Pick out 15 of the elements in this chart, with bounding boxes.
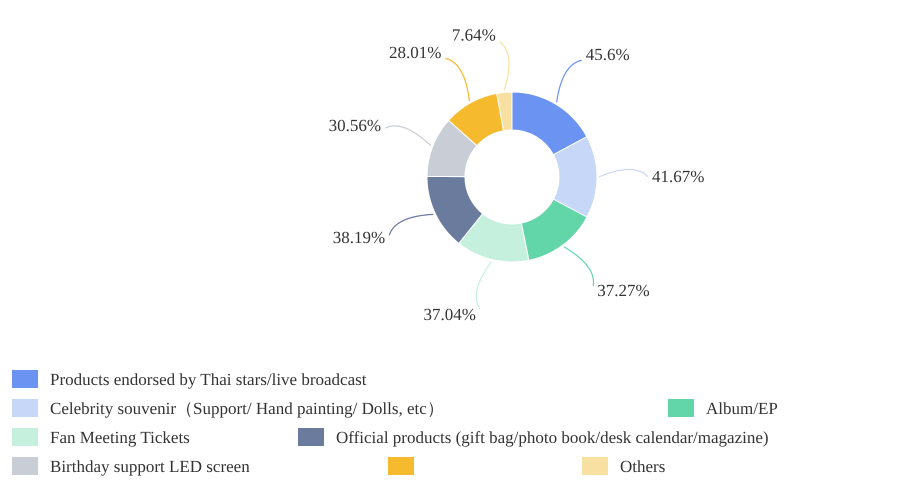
legend-label: Products endorsed by Thai stars/live broadcast <box>50 370 367 389</box>
data-label: 38.19% <box>332 228 386 248</box>
legend-label: Others <box>620 457 666 476</box>
data-label: 41.67% <box>652 166 704 186</box>
data-label: 37.04% <box>424 305 476 324</box>
legend-label: Official products (gift bag/photo book/desk calendar/magazine) <box>336 428 769 447</box>
legend-label: Birthday support LED screen <box>50 457 250 476</box>
legend-label: Celebrity souvenir（Support/ Hand painting/ Dolls, etc） <box>50 399 444 418</box>
data-label: 7.64% <box>452 26 496 45</box>
data-label: 28.01% <box>389 43 442 62</box>
legend-label: Fan Meeting Tickets <box>50 428 190 447</box>
legend-label: Album/EP <box>706 399 778 418</box>
data-label: 30.56% <box>328 116 382 135</box>
data-label: 37.27% <box>597 280 650 300</box>
data-label: 45.6% <box>586 45 630 64</box>
